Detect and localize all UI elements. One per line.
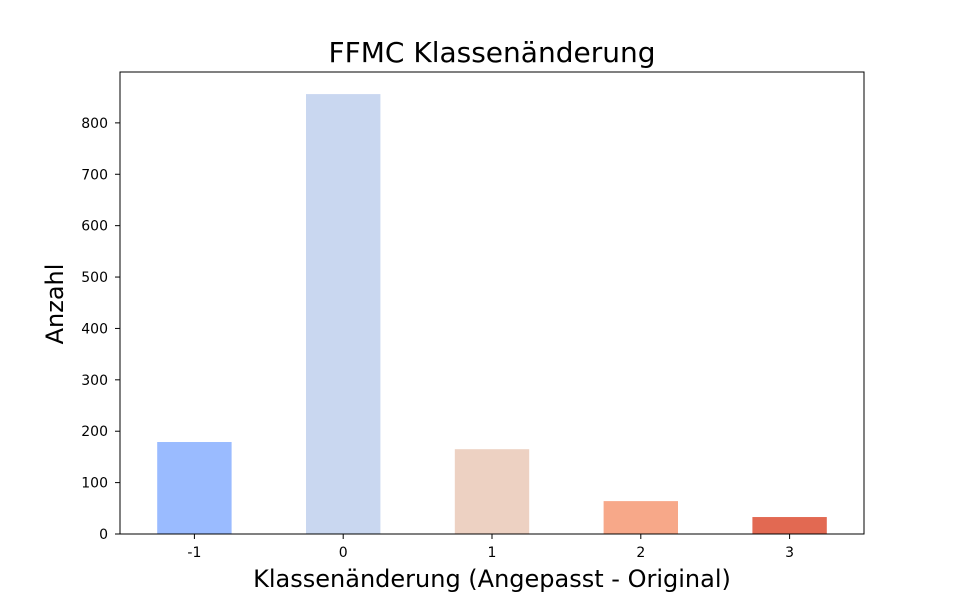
y-tick-label: 400 [81, 321, 108, 337]
x-axis-ticks: -1 0 1 2 3 [187, 534, 794, 561]
y-axis-ticks: 0 100 200 300 400 500 600 700 800 [81, 116, 120, 543]
x-tick-label: 0 [339, 545, 348, 561]
bar-3 [752, 517, 827, 534]
y-tick-label: 0 [99, 527, 108, 543]
bars [157, 94, 827, 534]
y-tick-label: 200 [81, 424, 108, 440]
x-axis-title: Klassenänderung (Angepasst - Original) [253, 565, 731, 593]
y-tick-label: 800 [81, 116, 108, 132]
bar-1 [454, 449, 530, 534]
chart-title: FFMC Klassenänderung [329, 36, 656, 69]
y-axis-title: Anzahl [41, 264, 69, 345]
x-tick-label: 3 [785, 545, 794, 561]
bar-0 [306, 94, 381, 534]
x-tick-label: -1 [187, 545, 201, 561]
y-tick-label: 300 [81, 373, 108, 389]
x-tick-label: 1 [488, 545, 497, 561]
bar--1 [157, 442, 232, 534]
x-tick-label: 2 [636, 545, 645, 561]
y-tick-label: 600 [81, 219, 108, 235]
y-tick-label: 500 [81, 270, 108, 286]
bar-2 [603, 501, 678, 534]
y-tick-label: 700 [81, 167, 108, 183]
y-tick-label: 100 [81, 476, 108, 492]
plot-frame [119, 71, 865, 535]
